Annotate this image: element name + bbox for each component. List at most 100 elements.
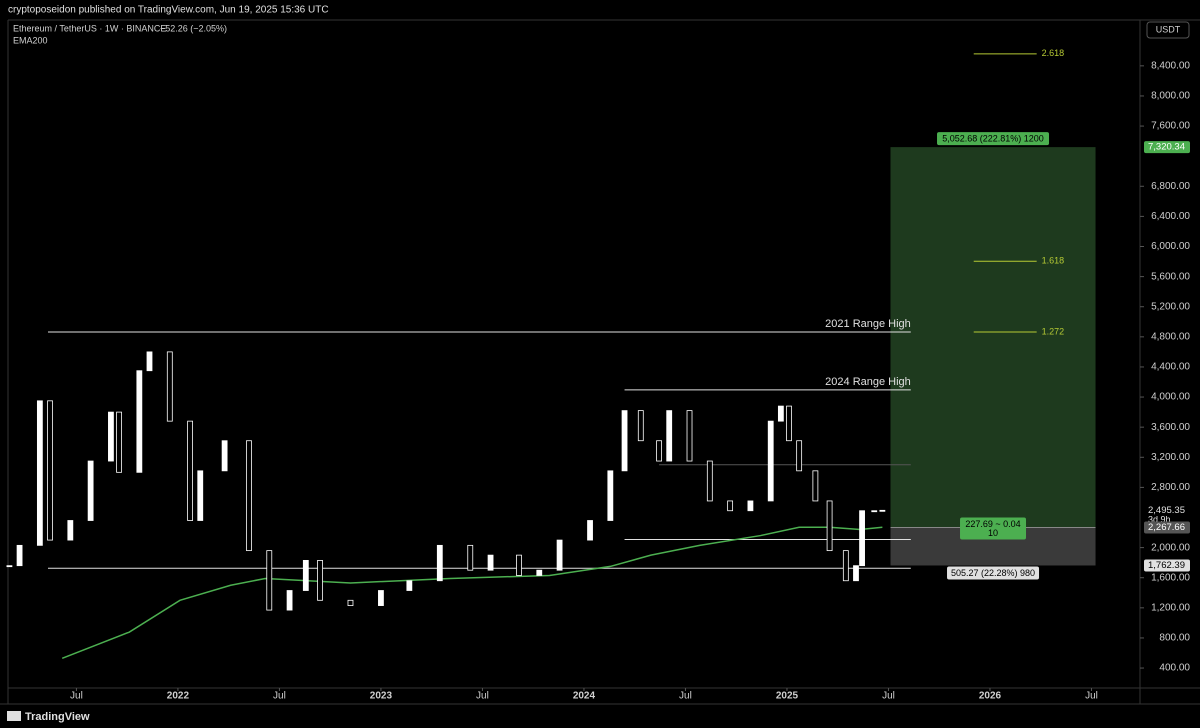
- footer: TradingView: [25, 711, 90, 723]
- x-tick-label: 2023: [370, 691, 393, 702]
- candle: [859, 510, 865, 567]
- candle: [87, 460, 94, 521]
- y-tick-label: 3,600.00: [1151, 422, 1190, 433]
- candle: [871, 510, 878, 513]
- stop-label: 505.27 (22.28%) 980: [951, 568, 1035, 578]
- candle: [146, 351, 153, 372]
- candle: [607, 470, 614, 521]
- candle: [187, 420, 194, 521]
- candle: [436, 544, 443, 582]
- candle: [197, 470, 204, 521]
- y-tick-label: 6,400.00: [1151, 211, 1190, 222]
- x-tick-label: Jul: [273, 691, 286, 702]
- candle: [796, 440, 803, 472]
- price-label-box: [1144, 141, 1190, 154]
- candle: [879, 509, 886, 512]
- y-tick-label: 8,000.00: [1151, 91, 1190, 102]
- y-tick-label: 1,600.00: [1151, 572, 1190, 583]
- y-tick-label: 400.00: [1159, 663, 1190, 674]
- candle: [826, 500, 833, 552]
- price-label-box: [1144, 559, 1190, 572]
- candle: [16, 544, 23, 567]
- y-tick-label: 800.00: [1159, 633, 1190, 644]
- x-tick-label: 2025: [776, 691, 799, 702]
- indicator: EMA200: [13, 35, 48, 45]
- candle: [621, 410, 628, 472]
- y-tick-label: 5,200.00: [1151, 301, 1190, 312]
- center-label: 10: [988, 528, 998, 538]
- candle: [487, 554, 494, 571]
- level-label: 2024 Range High: [825, 376, 911, 388]
- target-label-box: [937, 132, 1050, 146]
- candle: [467, 544, 474, 571]
- publisher: cryptoposeidon published on TradingView.…: [8, 5, 329, 16]
- center-label-box: [960, 517, 1027, 540]
- price-label: 2,267.66: [1148, 522, 1185, 533]
- candle: [406, 580, 413, 591]
- candle: [221, 440, 228, 472]
- candle: [666, 410, 673, 462]
- target-label: 5,052.68 (222.81%) 1200: [942, 133, 1044, 143]
- x-tick-label: 2022: [167, 691, 190, 702]
- candle: [347, 599, 354, 606]
- currency-box[interactable]: [1146, 21, 1190, 39]
- y-tick-label: 5,600.00: [1151, 271, 1190, 282]
- candle: [516, 554, 522, 576]
- candle: [556, 539, 563, 571]
- x-tick-label: 2026: [979, 691, 1002, 702]
- candle: [317, 560, 323, 601]
- change: −52.26 (−2.05%): [160, 23, 227, 33]
- y-tick-label: 4,400.00: [1151, 362, 1190, 373]
- candle: [108, 411, 114, 462]
- candle: [812, 470, 819, 502]
- x-tick-label: Jul: [1085, 691, 1098, 702]
- candle: [378, 590, 384, 606]
- price-label: 2,495.35: [1148, 505, 1185, 516]
- fib-label: 1.272: [1042, 326, 1065, 336]
- y-tick-label: 6,000.00: [1151, 241, 1190, 252]
- candle: [747, 500, 754, 512]
- candle: [116, 411, 122, 473]
- candle: [166, 351, 173, 422]
- price-label: 1,762.39: [1148, 560, 1185, 571]
- y-tick-label: 1,200.00: [1151, 602, 1190, 613]
- x-tick-label: Jul: [70, 691, 83, 702]
- currency[interactable]: USDT: [1156, 24, 1181, 34]
- stop-label-box: [947, 566, 1040, 580]
- candle: [853, 565, 859, 582]
- ema-line: [61, 526, 883, 659]
- logo: [7, 711, 21, 721]
- price-label-box: [1144, 504, 1190, 527]
- fib-label: 1.618: [1042, 256, 1065, 266]
- candle: [47, 400, 53, 541]
- symbol: Ethereum / TetherUS · 1W · BINANCE: [13, 23, 166, 33]
- candle: [686, 410, 693, 462]
- candle: [842, 550, 849, 582]
- candle: [777, 405, 784, 422]
- candle: [67, 520, 74, 541]
- y-tick-label: 2,000.00: [1151, 542, 1190, 553]
- candle: [727, 500, 734, 512]
- candle: [302, 560, 309, 591]
- y-tick-label: 6,800.00: [1151, 181, 1190, 192]
- candle: [286, 590, 293, 611]
- x-tick-label: Jul: [476, 691, 489, 702]
- candle: [266, 550, 273, 611]
- y-tick-label: 4,800.00: [1151, 331, 1190, 342]
- x-tick-label: Jul: [679, 691, 692, 702]
- y-tick-label: 7,600.00: [1151, 121, 1190, 132]
- price-label: 7,320.34: [1148, 142, 1185, 153]
- candle: [536, 569, 543, 576]
- y-tick-label: 2,800.00: [1151, 482, 1190, 493]
- candle: [786, 405, 792, 442]
- candle: [767, 420, 774, 502]
- candle: [587, 520, 593, 541]
- y-tick-label: 4,000.00: [1151, 392, 1190, 403]
- candle: [136, 370, 143, 473]
- target-zone: [890, 147, 1096, 528]
- y-tick-label: 8,400.00: [1151, 60, 1190, 71]
- candle: [637, 410, 644, 442]
- fib-label: 2.618: [1042, 48, 1065, 58]
